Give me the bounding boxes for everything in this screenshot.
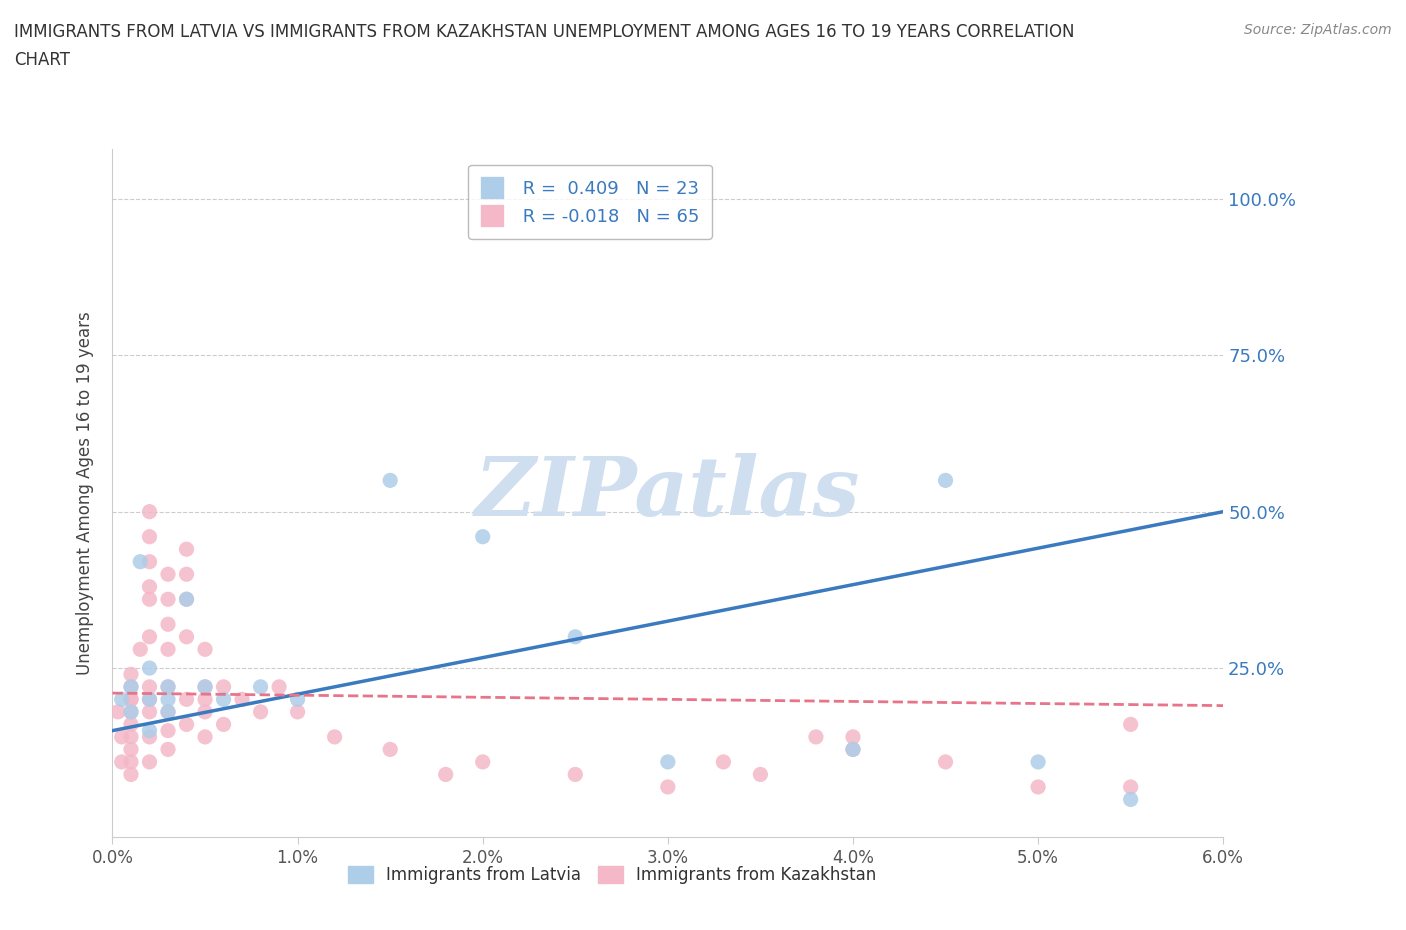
Point [138,591,160,606]
Point [129,642,152,657]
Point [157,692,180,707]
Point [1026,779,1049,794]
Point [176,566,198,581]
Point [194,680,217,695]
Point [471,754,494,769]
Text: Source: ZipAtlas.com: Source: ZipAtlas.com [1244,23,1392,37]
Point [138,724,160,738]
Point [323,729,346,744]
Point [176,630,198,644]
Point [249,680,271,695]
Point [138,660,160,675]
Point [231,692,253,707]
Text: IMMIGRANTS FROM LATVIA VS IMMIGRANTS FROM KAZAKHSTAN UNEMPLOYMENT AMONG AGES 16 : IMMIGRANTS FROM LATVIA VS IMMIGRANTS FRO… [14,23,1074,41]
Point [1119,779,1142,794]
Point [380,473,402,488]
Point [1119,792,1142,807]
Point [138,692,160,707]
Point [120,742,142,757]
Point [471,529,494,544]
Point [713,754,735,769]
Point [287,704,309,719]
Point [157,680,180,695]
Point [138,729,160,744]
Point [138,692,160,707]
Point [138,754,160,769]
Point [176,717,198,732]
Point [212,717,235,732]
Point [935,754,957,769]
Point [287,692,309,707]
Point [157,704,180,719]
Point [176,542,198,557]
Point [212,692,235,707]
Point [249,704,271,719]
Text: ZIPatlas: ZIPatlas [475,453,860,533]
Point [138,554,160,569]
Point [194,729,217,744]
Point [749,767,772,782]
Point [157,742,180,757]
Point [138,704,160,719]
Point [111,729,134,744]
Point [212,680,235,695]
Point [194,692,217,707]
Point [120,680,142,695]
Legend: Immigrants from Latvia, Immigrants from Kazakhstan: Immigrants from Latvia, Immigrants from … [342,859,883,891]
Point [138,630,160,644]
Point [804,729,827,744]
Point [1119,717,1142,732]
Point [157,680,180,695]
Point [564,767,586,782]
Point [120,680,142,695]
Point [194,704,217,719]
Text: CHART: CHART [14,51,70,69]
Point [157,591,180,606]
Point [176,591,198,606]
Point [138,504,160,519]
Point [842,729,865,744]
Point [120,754,142,769]
Point [380,742,402,757]
Point [157,617,180,631]
Point [138,579,160,594]
Point [842,742,865,757]
Point [842,742,865,757]
Point [1026,754,1049,769]
Point [157,642,180,657]
Point [657,779,679,794]
Point [107,704,129,719]
Y-axis label: Unemployment Among Ages 16 to 19 years: Unemployment Among Ages 16 to 19 years [76,311,94,675]
Point [267,680,291,695]
Point [120,704,142,719]
Point [129,554,152,569]
Point [138,529,160,544]
Point [564,630,586,644]
Point [176,692,198,707]
Point [138,680,160,695]
Point [176,591,198,606]
Point [120,704,142,719]
Point [194,642,217,657]
Point [194,680,217,695]
Point [157,566,180,581]
Point [157,704,180,719]
Point [157,724,180,738]
Point [111,692,134,707]
Point [120,667,142,682]
Point [434,767,457,782]
Point [120,767,142,782]
Point [120,692,142,707]
Point [120,692,142,707]
Point [111,754,134,769]
Point [120,729,142,744]
Point [120,717,142,732]
Point [657,754,679,769]
Point [935,473,957,488]
